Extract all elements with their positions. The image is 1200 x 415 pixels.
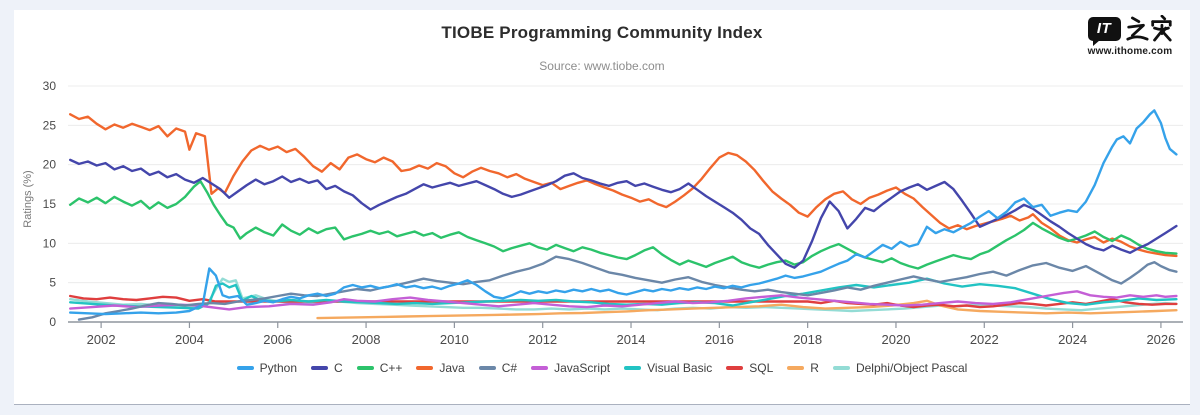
ithome-it-badge: IT xyxy=(1087,17,1121,46)
ithome-logo: IT w xyxy=(1082,15,1178,57)
legend-swatch-c xyxy=(356,366,374,370)
chart-card: TIOBE Programming Community Index Source… xyxy=(14,10,1190,405)
series-line-r[interactable] xyxy=(316,299,1178,320)
legend-item-c[interactable]: C++ xyxy=(356,361,403,375)
y-tick-label: 10 xyxy=(43,236,57,250)
legend-swatch-java xyxy=(416,366,434,370)
series-line-c[interactable] xyxy=(69,179,1178,270)
ithome-url: www.ithome.com xyxy=(1087,46,1173,57)
legend-label-javascript: JavaScript xyxy=(554,361,611,375)
legend-item-python[interactable]: Python xyxy=(236,361,298,375)
x-tick-label: 2018 xyxy=(793,332,822,347)
series-line-python[interactable] xyxy=(69,109,1178,316)
x-tick-label: 2002 xyxy=(87,332,116,347)
y-tick-label: 0 xyxy=(49,315,56,329)
y-tick-label: 20 xyxy=(43,158,57,172)
legend-swatch-python xyxy=(236,366,254,370)
legend-swatch-javascript xyxy=(531,366,549,370)
legend-label-r: R xyxy=(810,361,819,375)
series-line-visual-basic[interactable] xyxy=(69,277,1178,310)
legend-item-r[interactable]: R xyxy=(787,361,819,375)
x-tick-label: 2006 xyxy=(263,332,292,347)
x-tick-label: 2014 xyxy=(617,332,646,347)
legend-swatch-r xyxy=(787,366,805,370)
chart-title: TIOBE Programming Community Index xyxy=(441,23,763,42)
legend-label-c: C# xyxy=(501,361,518,375)
y-tick-label: 5 xyxy=(49,276,56,290)
ithome-cjk-glyphs xyxy=(1125,15,1172,42)
x-tick-label: 2010 xyxy=(440,332,469,347)
series-line-java[interactable] xyxy=(69,113,1178,258)
legend-item-c[interactable]: C# xyxy=(478,361,518,375)
x-tick-label: 2024 xyxy=(1058,332,1087,347)
chart-subtitle: Source: www.tiobe.com xyxy=(539,59,665,73)
legend-label-c: C++ xyxy=(379,361,403,375)
plot-svg: 0 5 10 15 20 25 30 2002 2004 2006 2008 2010 2012 2014… xyxy=(43,79,1183,347)
series-line-sql[interactable] xyxy=(69,294,1178,309)
y-tick-label: 25 xyxy=(43,118,57,132)
x-tick-label: 2008 xyxy=(352,332,381,347)
x-tick-label: 2022 xyxy=(970,332,999,347)
legend-label-visual-basic: Visual Basic xyxy=(647,361,713,375)
legend-label-sql: SQL xyxy=(749,361,774,375)
y-tick-label: 30 xyxy=(43,79,57,93)
x-tick-label: 2016 xyxy=(705,332,734,347)
legend-swatch-c xyxy=(311,366,329,370)
legend-swatch-delphi-object-pascal xyxy=(832,366,850,370)
legend-label-python: Python xyxy=(259,361,298,375)
legend-swatch-sql xyxy=(726,366,744,370)
x-tick-label: 2012 xyxy=(528,332,557,347)
legend-swatch-visual-basic xyxy=(624,366,642,370)
x-tick-label: 2004 xyxy=(175,332,204,347)
legend-label-delphi-object-pascal: Delphi/Object Pascal xyxy=(855,361,968,375)
legend-label-java: Java xyxy=(439,361,465,375)
y-tick-label: 15 xyxy=(43,197,57,211)
legend-item-c[interactable]: C xyxy=(311,361,343,375)
legend-item-sql[interactable]: SQL xyxy=(726,361,773,375)
chart-legend: Python C C++ Java C# JavaScript Visual Basic SQ… xyxy=(14,361,1190,375)
series-line-c[interactable] xyxy=(77,255,1178,321)
legend-label-c: C xyxy=(334,361,343,375)
legend-item-delphi-object-pascal[interactable]: Delphi/Object Pascal xyxy=(832,361,968,375)
legend-item-visual-basic[interactable]: Visual Basic xyxy=(624,361,712,375)
legend-item-javascript[interactable]: JavaScript xyxy=(531,361,610,375)
x-tick-label: 2026 xyxy=(1146,332,1175,347)
series-line-javascript[interactable] xyxy=(69,290,1178,311)
x-tick-label: 2020 xyxy=(882,332,911,347)
legend-swatch-c xyxy=(478,366,496,370)
series-line-c[interactable] xyxy=(69,158,1178,269)
ithome-logo-row: IT xyxy=(1082,15,1178,46)
legend-item-java[interactable]: Java xyxy=(416,361,465,375)
